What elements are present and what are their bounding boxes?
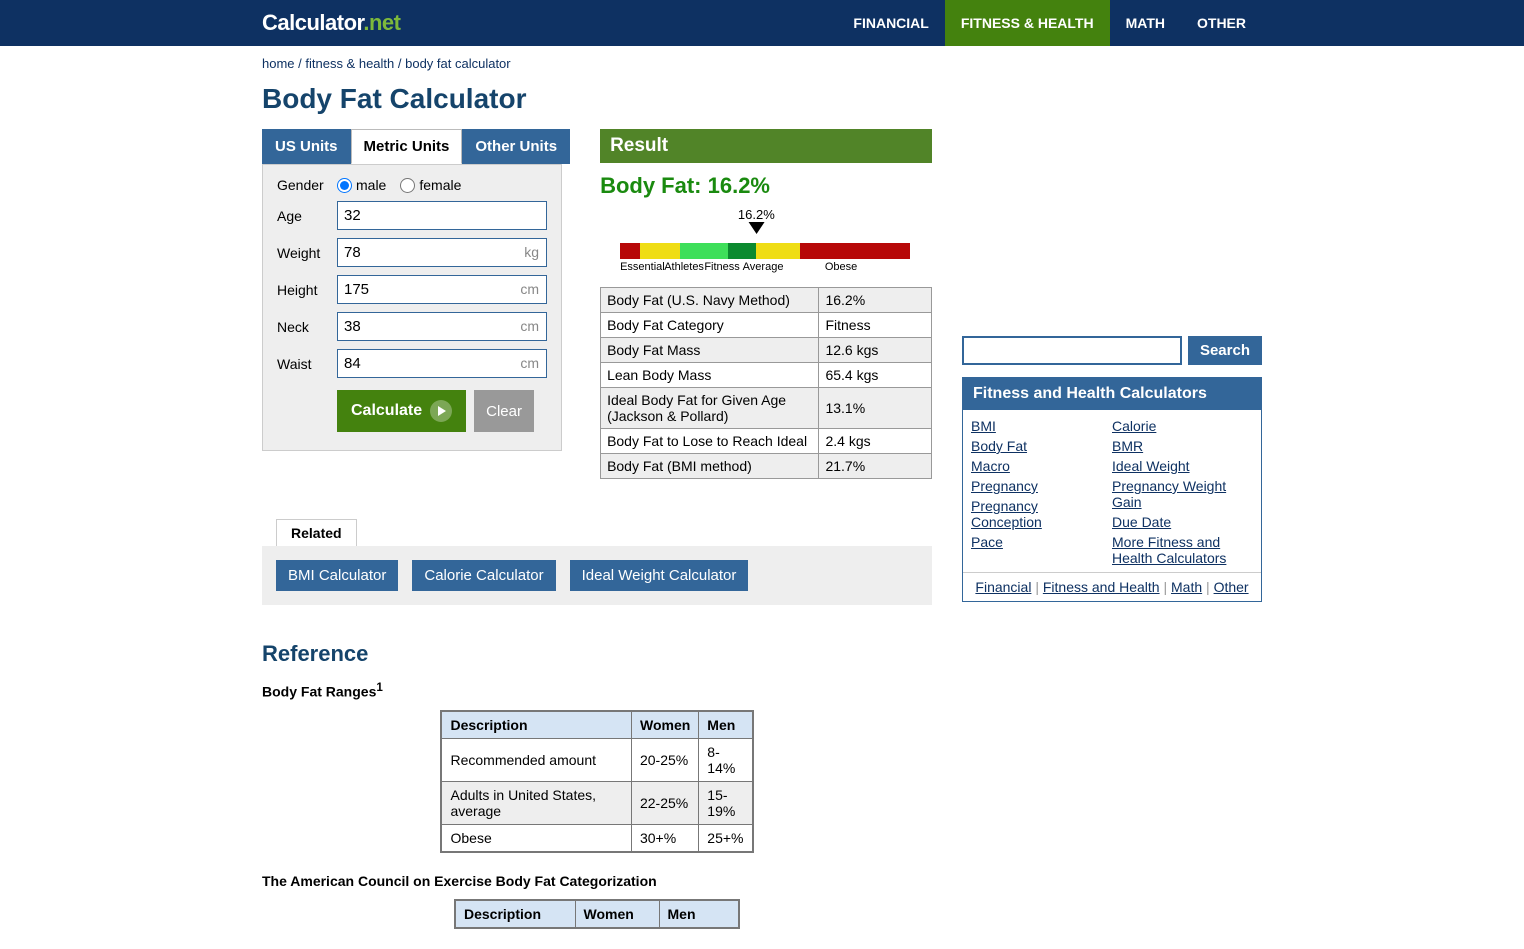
waist-label: Waist [277, 356, 337, 372]
gauge-label: Athletes [664, 261, 704, 273]
side-foot-link[interactable]: Math [1171, 579, 1202, 595]
weight-label: Weight [277, 245, 337, 261]
side-link[interactable]: Pregnancy [971, 478, 1038, 494]
nav-math[interactable]: MATH [1110, 0, 1181, 46]
table-row: Body Fat (BMI method)21.7% [601, 454, 932, 479]
side-link[interactable]: Macro [971, 458, 1010, 474]
tab-metric-units[interactable]: Metric Units [351, 129, 463, 164]
nav-other[interactable]: OTHER [1181, 0, 1262, 46]
radio-male[interactable] [337, 178, 352, 193]
result-column: Result Body Fat: 16.2% 16.2% EssentialAt… [600, 129, 932, 479]
table-row: Lean Body Mass65.4 kgs [601, 363, 932, 388]
side-link[interactable]: Body Fat [971, 438, 1027, 454]
gauge-segment [728, 243, 756, 259]
related-link[interactable]: Calorie Calculator [412, 560, 555, 591]
table-row: Obese30+%25+% [441, 824, 752, 852]
ref-table-2: DescriptionWomenMen [454, 899, 740, 929]
side-link[interactable]: Calorie [1112, 418, 1156, 434]
side-link[interactable]: More Fitness and Health Calculators [1112, 534, 1226, 566]
gender-label: Gender [277, 177, 337, 193]
top-nav: FINANCIAL FITNESS & HEALTH MATH OTHER [837, 0, 1262, 46]
related-title: Related [276, 519, 357, 546]
ref-table-1: DescriptionWomenMenRecommended amount20-… [440, 710, 753, 853]
side-link[interactable]: BMI [971, 418, 996, 434]
breadcrumb: home / fitness & health / body fat calcu… [262, 46, 932, 77]
form-box: Gender male female Age Weight kg Height [262, 164, 562, 451]
search-button[interactable]: Search [1188, 336, 1262, 365]
unit-tabs: US Units Metric Units Other Units [262, 129, 570, 164]
nav-fitness[interactable]: FITNESS & HEALTH [945, 0, 1110, 46]
table-row: Body Fat Mass12.6 kgs [601, 338, 932, 363]
gauge-label: Fitness [704, 261, 740, 273]
crumb-home[interactable]: home [262, 56, 295, 71]
calculator-form-column: US Units Metric Units Other Units Gender… [262, 129, 570, 479]
tab-us-units[interactable]: US Units [262, 129, 351, 164]
page-title: Body Fat Calculator [262, 83, 932, 115]
crumb-fitness[interactable]: fitness & health [305, 56, 394, 71]
search-input[interactable] [962, 336, 1182, 365]
height-input[interactable] [337, 275, 547, 304]
tab-other-units[interactable]: Other Units [462, 129, 570, 164]
crumb-current[interactable]: body fat calculator [405, 56, 511, 71]
result-header: Result [600, 129, 932, 163]
side-link[interactable]: Pace [971, 534, 1003, 550]
side-link[interactable]: Pregnancy Conception [971, 498, 1042, 530]
neck-label: Neck [277, 319, 337, 335]
side-foot-link[interactable]: Fitness and Health [1043, 579, 1160, 595]
marker-triangle-icon [748, 222, 764, 234]
side-foot-link[interactable]: Financial [975, 579, 1031, 595]
table-row: Body Fat to Lose to Reach Ideal2.4 kgs [601, 429, 932, 454]
radio-female[interactable] [400, 178, 415, 193]
table-row: Body Fat CategoryFitness [601, 313, 932, 338]
gauge-segment [756, 243, 800, 259]
result-table: Body Fat (U.S. Navy Method)16.2%Body Fat… [600, 287, 932, 479]
result-value: Body Fat: 16.2% [600, 173, 932, 199]
top-nav-bar: Calculator.net FINANCIAL FITNESS & HEALT… [0, 0, 1524, 46]
weight-input[interactable] [337, 238, 547, 267]
related-link[interactable]: Ideal Weight Calculator [570, 560, 749, 591]
side-link[interactable]: Due Date [1112, 514, 1171, 530]
reference-title: Reference [262, 641, 932, 667]
sidebar: Search Fitness and Health Calculators BM… [962, 46, 1262, 949]
related-link[interactable]: BMI Calculator [276, 560, 398, 591]
height-label: Height [277, 282, 337, 298]
calculate-button[interactable]: Calculate [337, 390, 466, 432]
age-label: Age [277, 208, 337, 224]
side-box: Fitness and Health Calculators BMI Body F… [962, 377, 1262, 602]
related-section: Related BMI Calculator Calorie Calculator… [262, 519, 932, 605]
clear-button[interactable]: Clear [474, 390, 534, 432]
side-box-title: Fitness and Health Calculators [963, 378, 1261, 410]
table-row: Ideal Body Fat for Given Age (Jackson & … [601, 388, 932, 429]
gauge-label: Essential [620, 261, 664, 273]
side-link[interactable]: Pregnancy Weight Gain [1112, 478, 1226, 510]
gauge-segment [640, 243, 680, 259]
side-link[interactable]: BMR [1112, 438, 1143, 454]
ref-subheading-1: Body Fat Ranges1 [262, 681, 932, 700]
gauge-label: Average [740, 261, 786, 273]
gauge: 16.2% EssentialAthletesFitnessAverageObe… [600, 207, 932, 273]
neck-input[interactable] [337, 312, 547, 341]
age-input[interactable] [337, 201, 547, 230]
play-icon [430, 400, 452, 422]
gauge-segment [620, 243, 640, 259]
ref-subheading-2: The American Council on Exercise Body Fa… [262, 873, 932, 889]
gauge-label: Obese [786, 261, 896, 273]
waist-input[interactable] [337, 349, 547, 378]
gauge-segment [680, 243, 728, 259]
table-row: Adults in United States, average22-25%15… [441, 781, 752, 824]
table-row: Body Fat (U.S. Navy Method)16.2% [601, 288, 932, 313]
table-row: Recommended amount20-25%8-14% [441, 738, 752, 781]
gauge-marker: 16.2% [738, 207, 775, 234]
site-logo[interactable]: Calculator.net [262, 10, 401, 36]
gauge-segment [800, 243, 910, 259]
side-foot-link[interactable]: Other [1214, 579, 1249, 595]
side-foot-links: Financial | Fitness and Health | Math | … [963, 572, 1261, 601]
nav-financial[interactable]: FINANCIAL [837, 0, 944, 46]
side-link[interactable]: Ideal Weight [1112, 458, 1190, 474]
